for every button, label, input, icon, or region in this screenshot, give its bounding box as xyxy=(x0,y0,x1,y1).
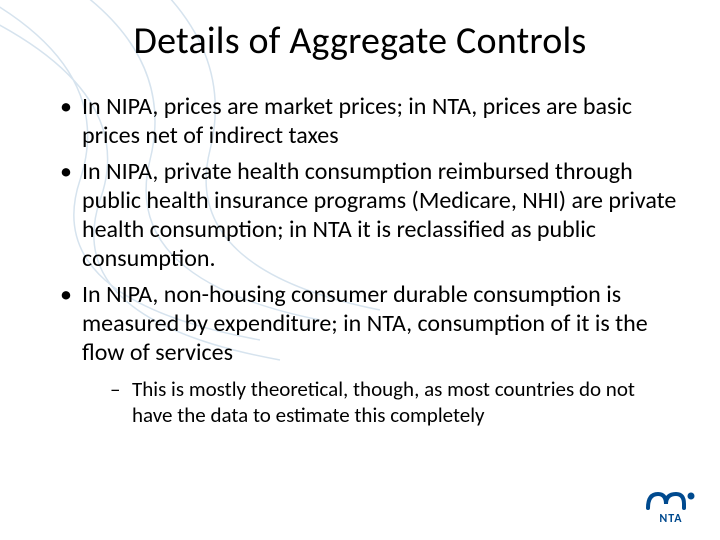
slide-content: Details of Aggregate Controls In NIPA, p… xyxy=(0,0,720,429)
slide-title: Details of Aggregate Controls xyxy=(40,18,680,64)
nta-logo-text: NTA xyxy=(644,512,698,526)
bullet-text: In NIPA, non-housing consumer durable co… xyxy=(82,280,648,368)
nta-logo-icon xyxy=(644,486,698,514)
bullet-item: In NIPA, prices are market prices; in NT… xyxy=(60,92,680,151)
bullet-item: In NIPA, private health consumption reim… xyxy=(60,157,680,274)
bullet-item: In NIPA, non-housing consumer durable co… xyxy=(60,280,680,429)
sub-bullet-item: This is mostly theoretical, though, as m… xyxy=(110,377,680,428)
nta-logo: NTA xyxy=(644,486,698,526)
bullet-list: In NIPA, prices are market prices; in NT… xyxy=(40,92,680,429)
sub-bullet-list: This is mostly theoretical, though, as m… xyxy=(82,377,680,428)
